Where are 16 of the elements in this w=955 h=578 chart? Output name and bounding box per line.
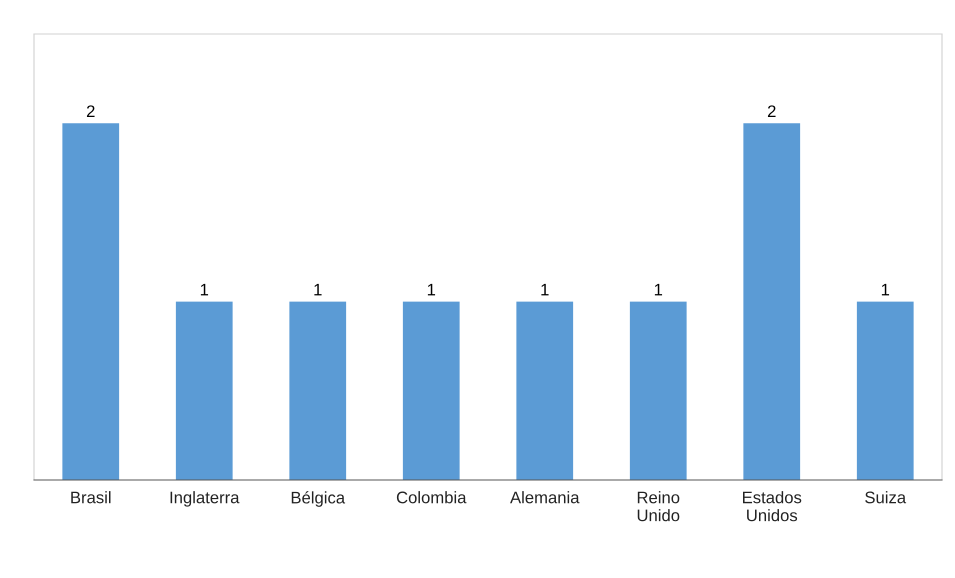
- data-label: 1: [541, 284, 549, 296]
- x-tick-label: Bélgica: [292, 491, 346, 507]
- x-tick-label: Estados Unidos: [743, 491, 802, 522]
- x-tick-label: Colombia: [396, 491, 466, 504]
- data-label: 1: [654, 284, 662, 296]
- data-label: 1: [314, 284, 322, 296]
- x-tick-label: Suiza: [865, 491, 906, 504]
- data-label: 2: [768, 105, 776, 117]
- x-tick-label: Alemania: [510, 491, 580, 504]
- data-label: 1: [428, 284, 436, 296]
- data-label: 1: [882, 284, 890, 296]
- data-label: 2: [86, 105, 95, 117]
- x-tick-label: Brasil: [71, 491, 110, 504]
- x-tick-label: Inglaterra: [170, 491, 240, 507]
- x-tick-label: Reino Unido: [638, 491, 680, 522]
- data-label: 1: [200, 284, 208, 296]
